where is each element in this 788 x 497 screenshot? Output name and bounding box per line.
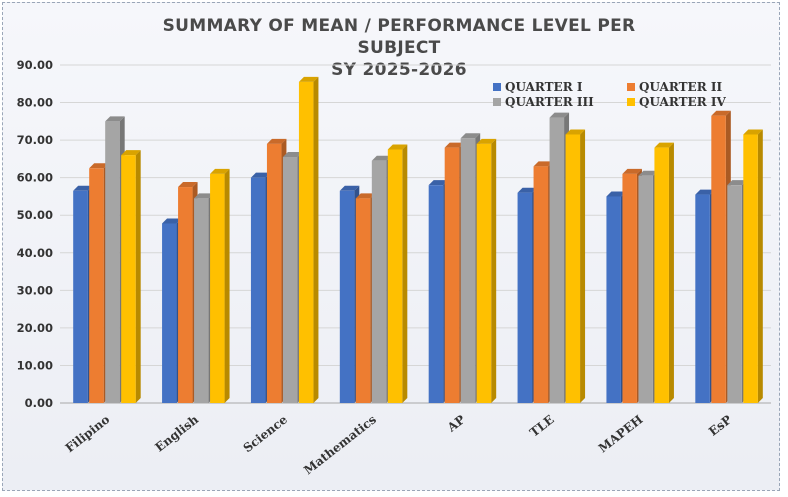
legend-swatch (627, 98, 635, 106)
x-category-label: TLE (527, 412, 557, 439)
legend: QUARTER I QUARTER II QUARTER III QUARTER IV (493, 80, 726, 109)
bars (73, 76, 763, 404)
bar-chart: SUMMARY OF MEAN / PERFORMANCE LEVEL PER … (17, 16, 771, 477)
y-tick-label: 40.00 (17, 246, 53, 260)
legend-item: QUARTER I (493, 80, 583, 94)
chart-title-line-1: SUMMARY OF MEAN / PERFORMANCE LEVEL PER (163, 16, 636, 36)
bar (387, 144, 408, 403)
y-tick-label: 70.00 (17, 133, 53, 147)
x-category-label: Filipino (63, 412, 112, 455)
y-tick-label: 0.00 (25, 396, 53, 410)
y-tick-label: 50.00 (17, 208, 53, 222)
bar (476, 138, 497, 403)
y-tick-label: 20.00 (17, 321, 53, 335)
legend-item: QUARTER IV (627, 95, 726, 109)
y-tick-label: 80.00 (17, 96, 53, 110)
legend-label: QUARTER IV (639, 95, 726, 109)
chart-title-line-3: SY 2025-2026 (331, 60, 467, 80)
chart-title: SUMMARY OF MEAN / PERFORMANCE LEVEL PER … (163, 16, 636, 80)
bar (121, 150, 141, 403)
y-tick-label: 30.00 (17, 283, 53, 297)
x-category-label: AP (444, 412, 468, 435)
x-axis-categories: Filipino English Science Mathematics AP TLE MA… (63, 412, 735, 477)
bar (565, 129, 586, 403)
chart-frame: SUMMARY OF MEAN / PERFORMANCE LEVEL PER … (2, 2, 780, 491)
x-category-label: EsP (706, 412, 734, 438)
bar (298, 76, 319, 404)
legend-swatch (493, 83, 501, 91)
legend-label: QUARTER II (639, 80, 722, 94)
bar (210, 168, 230, 403)
bar (743, 129, 763, 403)
legend-label: QUARTER III (505, 95, 594, 109)
legend-swatch (627, 83, 635, 91)
x-category-label: English (152, 412, 201, 455)
legend-item: QUARTER III (493, 95, 594, 109)
legend-item: QUARTER II (627, 80, 722, 94)
x-category-label: Mathematics (301, 412, 379, 477)
y-tick-label: 10.00 (17, 358, 53, 372)
y-axis-ticks: 0.00 10.00 20.00 30.00 40.00 50.00 60.00 70.00 8… (17, 58, 53, 410)
x-category-label: Science (241, 412, 291, 455)
y-tick-label: 90.00 (17, 58, 53, 72)
x-category-label: MAPEH (596, 412, 646, 455)
y-tick-label: 60.00 (17, 171, 53, 185)
bar (654, 142, 674, 403)
chart-title-line-2: SUBJECT (357, 38, 440, 58)
legend-swatch (493, 98, 501, 106)
legend-label: QUARTER I (505, 80, 583, 94)
